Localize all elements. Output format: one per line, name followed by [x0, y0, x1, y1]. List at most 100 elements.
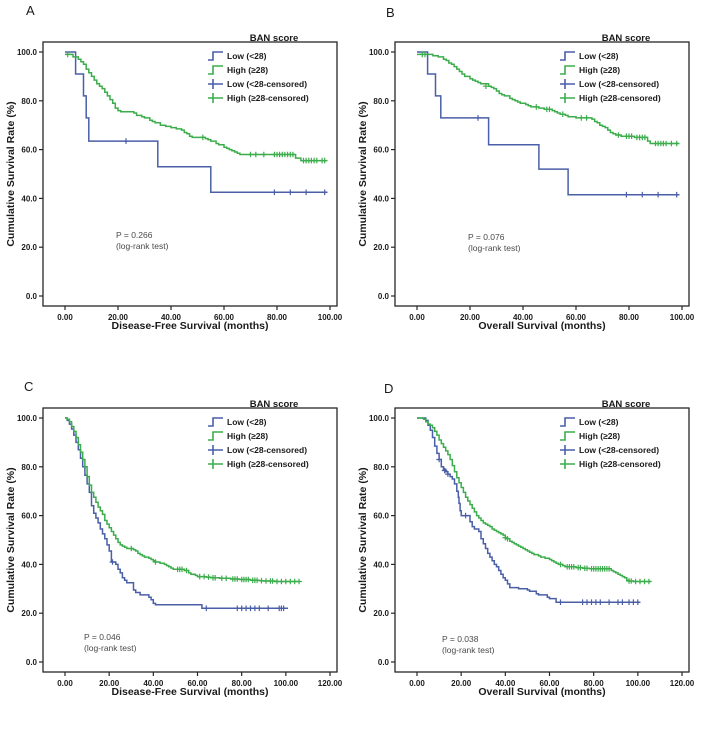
x-tick-label: 60.00: [214, 313, 235, 322]
censor-symbol-icon: [560, 459, 575, 469]
legend: BAN score Low (<28) High (≥28) Low (<28-…: [559, 33, 693, 105]
y-tick-label: 100.0: [369, 414, 390, 423]
legend: BAN score Low (<28) High (≥28) Low (<28-…: [207, 33, 341, 105]
legend-item: Low (<28-censored): [559, 443, 693, 457]
km-plot: 0.0 20.0 40.0 60.0 80.0 100.0 0.00 20.00 40.00 60…: [17, 41, 343, 322]
legend-item: Low (<28-censored): [559, 77, 693, 91]
censor-marks-low: [475, 115, 680, 198]
legend-item-label: Low (<28-censored): [579, 79, 660, 89]
x-tick-label: 100.00: [626, 679, 651, 688]
y-tick-label: 100.0: [17, 48, 38, 57]
panel-c: C Cumulative Survival Rate (%) 0.0 20.0 40…: [0, 366, 351, 731]
x-tick-label: 80.00: [584, 679, 605, 688]
y-tick-label: 60.0: [21, 512, 37, 521]
y-tick-label: 20.0: [373, 243, 389, 252]
legend-item-label: High (≥28): [579, 431, 621, 441]
survival-curve-high: [417, 53, 680, 145]
pvalue-text: P = 0.046: [84, 632, 121, 642]
km-plot: 0.0 20.0 40.0 60.0 80.0 100.0 0.00 20.00 40.00 60…: [369, 41, 695, 322]
survival-curve-low: [65, 417, 288, 610]
legend: BAN score Low (<28) High (≥28) Low (<28-…: [207, 399, 341, 471]
pvalue-note: (log-rank test): [442, 645, 495, 656]
x-tick-label: 40.00: [513, 313, 534, 322]
x-tick-label: 0.00: [409, 313, 425, 322]
y-tick-label: 80.0: [21, 463, 37, 472]
line-symbol-icon: [560, 51, 575, 61]
line-symbol-icon: [208, 417, 223, 427]
legend-item-label: Low (<28-censored): [227, 445, 308, 455]
survival-curve-low: [65, 51, 328, 194]
x-tick-label: 80.00: [232, 679, 253, 688]
legend-item-label: Low (<28): [227, 51, 267, 61]
km-plot: 0.0 20.0 40.0 60.0 80.0 100.0 0.00 20.00 40.00 60…: [369, 407, 695, 688]
censor-marks-low: [436, 456, 641, 605]
survival-curve-low: [417, 417, 640, 603]
x-tick-label: 0.00: [409, 679, 425, 688]
x-tick-label: 60.00: [566, 313, 587, 322]
legend-item-label: Low (<28-censored): [227, 79, 308, 89]
censor-symbol-icon: [560, 79, 575, 89]
x-tick-label: 20.00: [460, 313, 481, 322]
panel-letter: A: [26, 3, 35, 18]
x-tick-label: 40.00: [161, 313, 182, 322]
legend-item: High (≥28-censored): [559, 457, 693, 471]
panel-letter: B: [386, 5, 395, 20]
censor-marks-high: [419, 51, 680, 147]
censor-marks-high: [64, 51, 328, 164]
y-tick-label: 80.0: [373, 97, 389, 106]
x-tick-label: 20.00: [108, 313, 129, 322]
y-tick-label: 40.0: [373, 560, 389, 569]
line-symbol-icon: [208, 65, 223, 75]
legend-item-label: High (≥28): [227, 65, 269, 75]
pvalue-text: P = 0.266: [116, 230, 153, 240]
x-axis-label: Overall Survival (months): [478, 686, 606, 698]
line-symbol-icon: [560, 431, 575, 441]
line-symbol-icon: [560, 65, 575, 75]
legend-item-label: High (≥28-censored): [579, 93, 661, 103]
y-tick-label: 60.0: [373, 146, 389, 155]
censor-marks-low: [109, 559, 287, 612]
x-axis-label: Disease-Free Survival (months): [111, 686, 269, 698]
legend-item-label: High (≥28-censored): [227, 93, 309, 103]
x-tick-label: 80.00: [267, 313, 288, 322]
legend-item: High (≥28-censored): [207, 457, 341, 471]
plot-frame: [394, 41, 690, 307]
y-tick-label: 0.0: [26, 292, 38, 301]
legend-item: Low (<28): [559, 49, 693, 63]
pvalue-note: (log-rank test): [116, 241, 169, 252]
y-tick-label: 60.0: [373, 512, 389, 521]
y-tick-label: 80.0: [373, 463, 389, 472]
legend-item-label: High (≥28): [227, 431, 269, 441]
plot-frame: [42, 407, 338, 673]
censor-symbol-icon: [208, 445, 223, 455]
legend: BAN score Low (<28) High (≥28) Low (<28-…: [559, 399, 693, 471]
pvalue-annotation: P = 0.038 (log-rank test): [442, 634, 494, 656]
legend-item-label: High (≥28-censored): [579, 459, 661, 469]
legend-title: BAN score: [249, 399, 299, 410]
x-tick-label: 20.00: [99, 679, 120, 688]
x-tick-label: 60.00: [187, 679, 208, 688]
x-tick-label: 100.00: [318, 313, 343, 322]
y-tick-label: 40.0: [373, 194, 389, 203]
km-plot: 0.0 20.0 40.0 60.0 80.0 100.0 0.00 20.00 40.00 60…: [17, 407, 343, 688]
line-symbol-icon: [208, 431, 223, 441]
y-tick-label: 100.0: [17, 414, 38, 423]
line-symbol-icon: [208, 51, 223, 61]
panel-b: B Cumulative Survival Rate (%) 0.0 20.0 40…: [352, 0, 703, 365]
panel-d: D Cumulative Survival Rate (%) 0.0 20.0 40…: [352, 366, 703, 731]
legend-item: High (≥28): [559, 63, 693, 77]
legend-item-label: Low (<28): [579, 417, 619, 427]
survival-curve-low: [417, 51, 680, 196]
pvalue-annotation: P = 0.076 (log-rank test): [468, 232, 520, 254]
panel-a: A Cumulative Survival Rate (%) 0.0 20.0 40…: [0, 0, 351, 365]
legend-item: Low (<28-censored): [207, 443, 341, 457]
x-tick-label: 100.00: [670, 313, 695, 322]
line-symbol-icon: [560, 417, 575, 427]
legend-item-label: High (≥28): [579, 65, 621, 75]
y-tick-label: 20.0: [21, 243, 37, 252]
y-tick-label: 0.0: [26, 658, 38, 667]
legend-item-label: Low (<28-censored): [579, 445, 660, 455]
x-axis-label: Overall Survival (months): [478, 320, 606, 332]
censor-marks-high: [502, 534, 652, 585]
legend-item: High (≥28): [559, 429, 693, 443]
